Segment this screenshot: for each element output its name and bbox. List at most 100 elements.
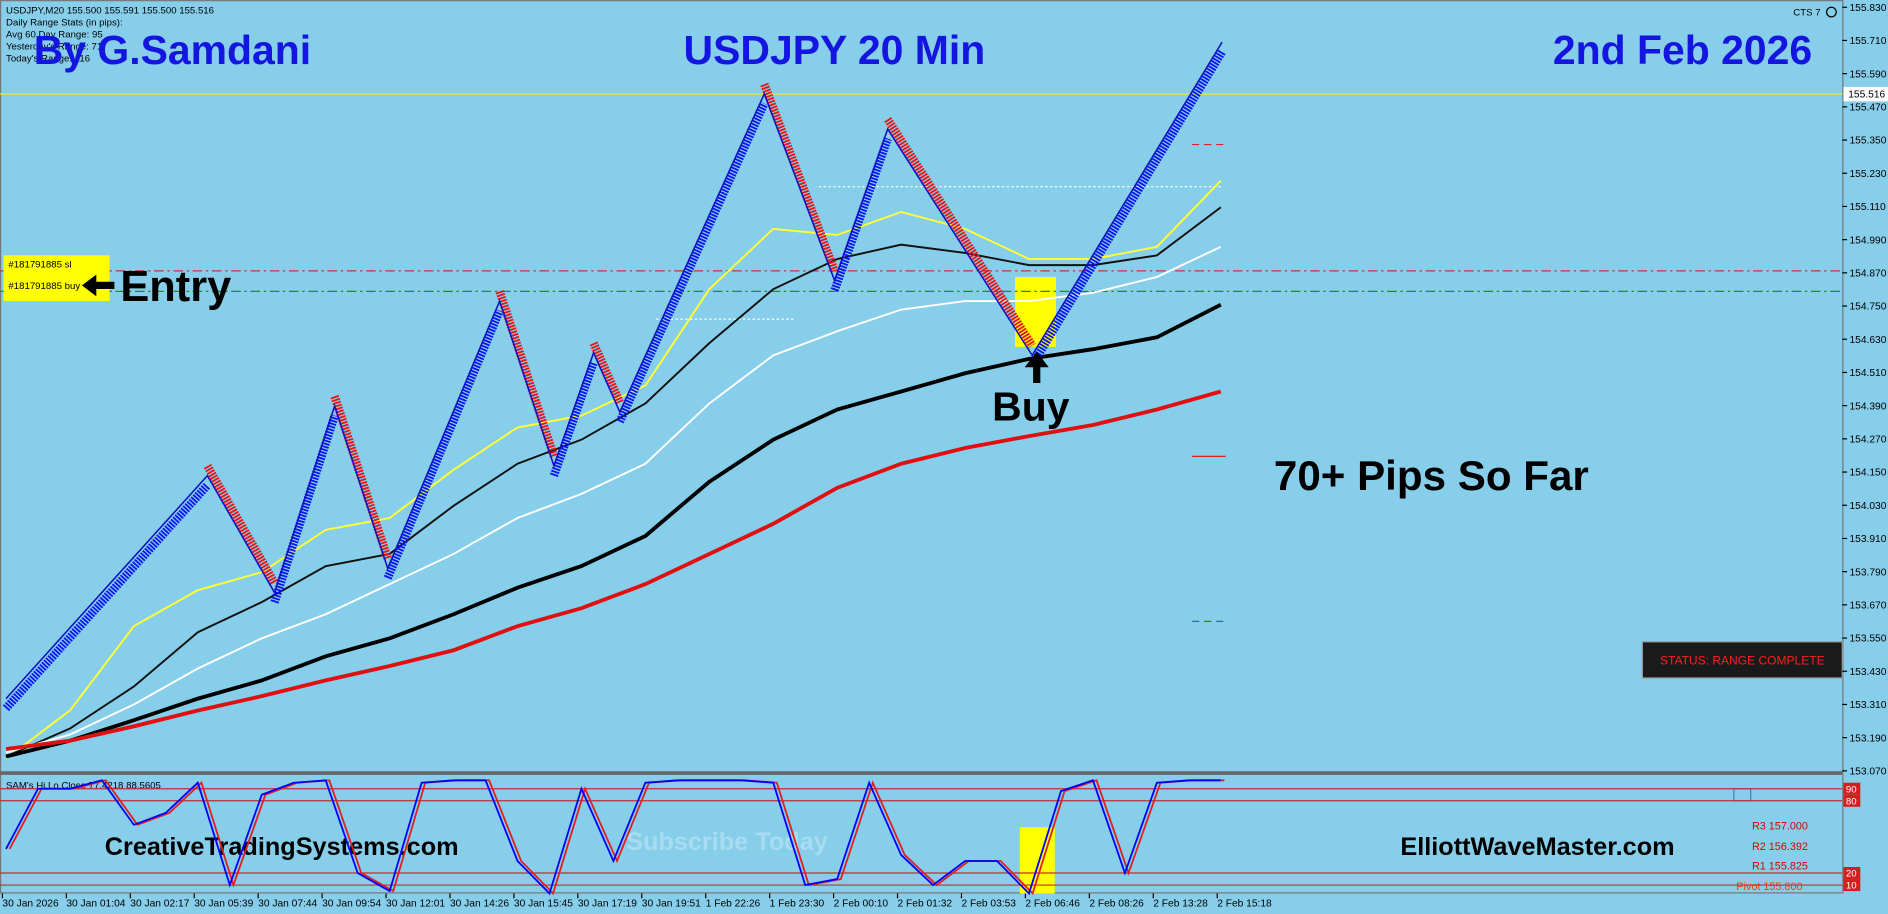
status: STATUS: RANGE COMPLETE	[1660, 654, 1825, 668]
x-tick-label: 2 Feb 01:32	[898, 899, 953, 910]
y-tick-label: 154.510	[1849, 368, 1886, 379]
buy-label: Buy	[992, 383, 1070, 429]
x-tick-label: 30 Jan 07:44	[258, 899, 317, 910]
title: USDJPY 20 Min	[684, 27, 986, 73]
x-tick-label: 30 Jan 17:19	[578, 899, 637, 910]
y-tick-label: 154.030	[1849, 501, 1886, 512]
stats-line: Avg 60 Day Range: 95	[6, 29, 103, 40]
x-tick-label: 2 Feb 06:46	[1025, 899, 1080, 910]
price-bars	[589, 341, 624, 405]
oscillator	[5, 779, 1221, 896]
price-bars	[270, 414, 339, 604]
osc-level-box	[1843, 866, 1861, 880]
x-tick-label: 2 Feb 08:26	[1089, 899, 1144, 910]
x-tick-label: 30 Jan 01:04	[66, 899, 125, 910]
y-tick-label: 155.590	[1849, 69, 1886, 80]
x-tick-label: 1 Feb 22:26	[706, 899, 761, 910]
price-bars	[830, 137, 892, 292]
y-tick-label: 153.550	[1849, 634, 1886, 645]
x-tick-label: 30 Jan 2026	[2, 899, 59, 910]
pivot-label: R3 157.000	[1752, 821, 1808, 833]
y-tick-label: 153.910	[1849, 534, 1886, 545]
x-tick-label: 2 Feb 15:18	[1217, 899, 1272, 910]
price-bars	[760, 82, 839, 273]
price-bars	[495, 290, 558, 458]
osc-level-label: 20	[1846, 869, 1857, 880]
y-tick-label: 155.470	[1849, 102, 1886, 113]
moving-average	[5, 245, 1222, 754]
current-price-box	[1843, 86, 1888, 102]
y-tick-label: 153.190	[1849, 733, 1886, 744]
moving-average	[5, 206, 1222, 758]
y-tick-label: 154.990	[1849, 235, 1886, 246]
version: CTS 7	[1793, 8, 1820, 19]
order-label: #181791885 sl	[8, 259, 71, 270]
y-tick-label: 154.270	[1849, 434, 1886, 445]
x-tick-label: 2 Feb 03:53	[961, 899, 1016, 910]
price-bars	[549, 361, 598, 477]
y-tick-label: 153.310	[1849, 700, 1886, 711]
pivot-label: Pivot 155.800	[1736, 881, 1802, 893]
price-bars	[884, 117, 1036, 348]
x-tick-label: 2 Feb 00:10	[834, 899, 889, 910]
x-tick-label: 30 Jan 09:54	[322, 899, 381, 910]
symbol-info: USDJPY,M20 155.500 155.591 155.500 155.5…	[6, 5, 214, 16]
entry-arrow	[81, 274, 115, 297]
stats-line: Yesterday's Range: 71	[6, 41, 102, 52]
x-tick-label: 30 Jan 19:51	[642, 899, 701, 910]
y-tick-label: 153.790	[1849, 567, 1886, 578]
moving-average	[5, 302, 1222, 759]
pivot-label: R1 155.825	[1752, 860, 1808, 872]
x-tick-label: 2 Feb 13:28	[1153, 899, 1208, 910]
stats-line: Today's Range: 116	[6, 53, 90, 64]
y-tick-label: 153.670	[1849, 600, 1886, 611]
x-tick-label: 30 Jan 14:26	[450, 899, 509, 910]
x-tick-label: 1 Feb 23:30	[770, 899, 825, 910]
order-label: #181791885 buy	[8, 281, 80, 292]
y-tick-label: 155.230	[1849, 169, 1886, 180]
osc-level-box	[1843, 782, 1861, 795]
moving-average	[5, 389, 1222, 751]
author: By G.Samdani	[34, 27, 311, 73]
y-tick-label: 154.750	[1849, 302, 1886, 313]
y-tick-label: 155.110	[1849, 202, 1885, 213]
price-bars	[2, 482, 211, 712]
osc-level-label: 10	[1846, 881, 1857, 892]
pivot-label: R2 156.392	[1752, 841, 1808, 853]
y-tick-label: 153.070	[1849, 766, 1886, 777]
version-icon	[1825, 6, 1837, 18]
osc-level-box	[1843, 879, 1861, 892]
x-tick-label: 30 Jan 15:45	[514, 899, 573, 910]
site-right: ElliottWaveMaster.com	[1400, 833, 1674, 861]
plot	[0, 41, 1843, 760]
price-bars	[1028, 49, 1226, 368]
osc-level-label: 80	[1846, 796, 1857, 807]
pips-label: 70+ Pips So Far	[1274, 452, 1589, 499]
y-tick-label: 154.390	[1849, 401, 1886, 412]
y-tick-label: 154.870	[1849, 268, 1886, 279]
moving-average	[5, 180, 1222, 760]
x-tick-label: 30 Jan 02:17	[130, 899, 189, 910]
y-tick-label: 155.350	[1849, 136, 1886, 147]
current-price-label: 155.516	[1848, 90, 1885, 101]
y-tick-label: 155.830	[1849, 3, 1886, 14]
price-bars	[383, 309, 504, 580]
zigzag	[5, 41, 1223, 700]
price-bars	[330, 394, 392, 561]
x-tick-label: 30 Jan 12:01	[386, 899, 445, 910]
stats-line: Daily Range Stats (in pips):	[6, 17, 123, 28]
y-tick-label: 153.430	[1849, 667, 1886, 678]
oscillator-signal	[8, 779, 1225, 896]
date: 2nd Feb 2026	[1553, 27, 1812, 73]
y-tick-label: 154.150	[1849, 468, 1886, 479]
price-bars	[615, 101, 769, 424]
x-tick-label: 30 Jan 05:39	[194, 899, 253, 910]
y-tick-label: 155.710	[1849, 36, 1886, 47]
y-tick-label: 154.630	[1849, 335, 1886, 346]
status-box	[1641, 641, 1843, 679]
osc-level-box	[1843, 794, 1861, 807]
osc-level-label: 90	[1846, 784, 1857, 795]
